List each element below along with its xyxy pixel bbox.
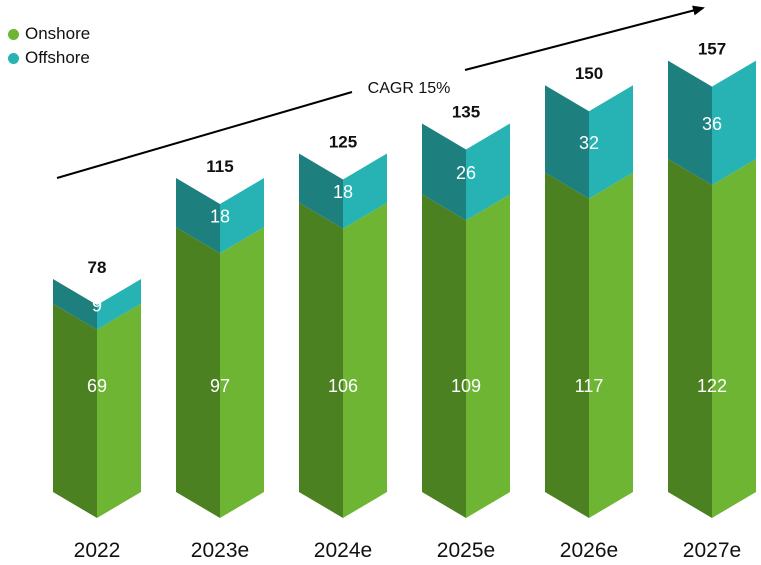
category-label-2022: 2022 — [74, 539, 121, 562]
legend-label-offshore: Offshore — [25, 48, 90, 67]
offshore-value-2024e: 18 — [333, 182, 353, 202]
total-value-2023e: 115 — [206, 157, 233, 176]
onshore-value-2026e: 117 — [575, 376, 604, 396]
offshore-value-2026e: 32 — [579, 133, 599, 153]
cagr-arrow-line-left — [56, 91, 353, 179]
offshore-value-2022: 9 — [92, 295, 102, 315]
offshore-value-2027e: 36 — [702, 114, 722, 134]
onshore-value-2022: 69 — [87, 376, 107, 396]
bar-offshore-side-2022 — [53, 279, 97, 330]
category-label-2026e: 2026e — [560, 539, 618, 562]
category-label-2027e: 2027e — [683, 539, 741, 562]
labels-layer: 69 9 78 2022 97 18 115 2023e 106 18 125 2024e 109 26 1… — [74, 40, 742, 562]
offshore-value-2025e: 26 — [456, 163, 476, 183]
bar-offshore-2024e — [343, 153, 387, 229]
bars-layer — [53, 60, 756, 518]
onshore-value-2023e: 97 — [210, 376, 230, 396]
category-label-2024e: 2024e — [314, 539, 372, 562]
bar-onshore-side-2026e — [545, 172, 589, 518]
onshore-value-2027e: 122 — [697, 376, 727, 396]
cagr-arrow-line-right — [464, 5, 705, 71]
bar-onshore-side-2023e — [176, 227, 220, 518]
onshore-value-2025e: 109 — [451, 376, 481, 396]
bar-onshore-side-2024e — [299, 202, 343, 518]
bar-onshore-2024e — [343, 202, 387, 518]
bar-offshore-2027e — [712, 60, 756, 185]
bar-onshore-side-2027e — [668, 158, 712, 518]
legend-item-onshore: Onshore — [8, 22, 90, 46]
bar-onshore-2026e — [589, 172, 633, 518]
bar-offshore-2025e — [466, 123, 510, 221]
bar-onshore-2025e — [466, 194, 510, 518]
total-value-2022: 78 — [88, 258, 107, 277]
total-value-2024e: 125 — [329, 132, 357, 151]
offshore-value-2023e: 18 — [210, 207, 230, 227]
legend: Onshore Offshore — [8, 22, 90, 70]
bar-offshore-2023e — [220, 178, 264, 254]
bar-offshore-side-2024e — [299, 153, 343, 229]
bar-offshore-side-2026e — [545, 85, 589, 199]
bar-offshore-side-2027e — [668, 60, 712, 185]
category-label-2025e: 2025e — [437, 539, 495, 562]
onshore-value-2024e: 106 — [328, 376, 358, 396]
category-label-2023e: 2023e — [191, 539, 249, 562]
total-value-2025e: 135 — [452, 102, 480, 121]
total-value-2026e: 150 — [575, 64, 603, 83]
legend-label-onshore: Onshore — [25, 24, 91, 43]
bar-onshore-side-2025e — [422, 194, 466, 518]
bar-offshore-2026e — [589, 85, 633, 199]
bar-onshore-2023e — [220, 227, 264, 518]
cagr-annotation: CAGR 15% — [56, 5, 705, 179]
bar-onshore-side-2022 — [53, 303, 97, 518]
bar-offshore-2022 — [97, 279, 141, 330]
bar-offshore-side-2023e — [176, 178, 220, 254]
bar-onshore-2022 — [97, 303, 141, 518]
cagr-label: CAGR 15% — [368, 80, 451, 97]
bar-onshore-2027e — [712, 158, 756, 518]
total-value-2027e: 157 — [698, 40, 726, 59]
legend-swatch-onshore — [8, 28, 19, 40]
bar-offshore-side-2025e — [422, 123, 466, 221]
legend-swatch-offshore — [8, 52, 19, 64]
legend-item-offshore: Offshore — [8, 46, 90, 70]
